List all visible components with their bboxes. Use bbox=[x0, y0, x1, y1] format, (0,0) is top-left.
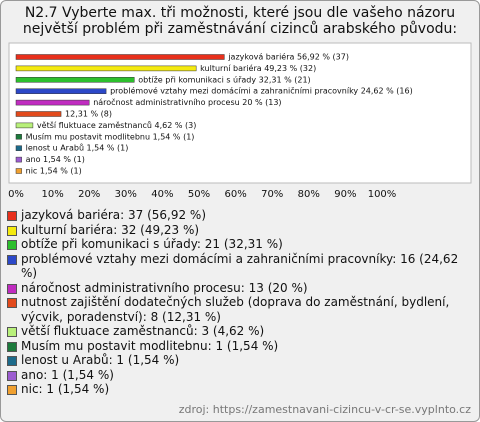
legend-item: jazyková bariéra: 37 (56,92 %) bbox=[7, 208, 473, 223]
legend-label: kulturní bariéra: 32 (49,23 %) bbox=[21, 222, 200, 237]
legend-item: obtíže při komunikaci s úřady: 21 (32,31… bbox=[7, 237, 473, 252]
x-tick-label: 30% bbox=[115, 189, 137, 200]
source: zdroj: https://zamestnavani-cizincu-v-cr… bbox=[178, 403, 471, 416]
bar-label: kulturní bariéra 49,23 % (32) bbox=[200, 63, 316, 73]
legend-swatch bbox=[7, 240, 17, 250]
legend-label: jazyková bariéra: 37 (56,92 %) bbox=[21, 208, 207, 222]
bar-label: problémové vztahy mezi domácími a zahran… bbox=[110, 86, 413, 96]
bar bbox=[15, 88, 107, 94]
bar bbox=[15, 77, 135, 83]
bar-label: ano 1,54 % (1) bbox=[26, 155, 85, 164]
legend-label: Musím mu postavit modlitebnu: 1 (1,54 %) bbox=[21, 338, 279, 353]
bar-label: 12,31 % (8) bbox=[65, 110, 112, 119]
legend-swatch bbox=[7, 341, 17, 352]
legend-label: náročnost administrativního procesu: 13 … bbox=[21, 280, 308, 295]
legend-swatch bbox=[7, 225, 17, 236]
legend-label: ano: 1 (1,54 %) bbox=[21, 367, 114, 382]
bar-label: jazyková bariéra 56,92 % (37) bbox=[227, 52, 349, 62]
bar bbox=[15, 111, 62, 117]
bar-label: nic 1,54 % (1) bbox=[26, 167, 82, 176]
legend-swatch bbox=[7, 283, 17, 294]
legend-label: nutnost zajištění dodatečných služeb (do… bbox=[21, 295, 450, 324]
legend-item: ano: 1 (1,54 %) bbox=[7, 368, 473, 383]
legend-swatch bbox=[7, 327, 17, 337]
x-tick-label: 40% bbox=[151, 189, 173, 200]
x-tick-label: 70% bbox=[261, 189, 283, 200]
legend-label: větší fluktuace zaměstnanců: 3 (4,62 %) bbox=[21, 324, 265, 338]
bar-label: větší fluktuace zaměstnanců 4,62 % (3) bbox=[37, 120, 196, 130]
legend-label: problémové vztahy mezi domácími a zahran… bbox=[21, 251, 459, 281]
bar bbox=[15, 145, 22, 151]
x-tick-label: 0% bbox=[8, 189, 24, 200]
x-tick-label: 50% bbox=[188, 189, 210, 200]
legend-item: Musím mu postavit modlitebnu: 1 (1,54 %) bbox=[7, 339, 473, 354]
legend-item: nutnost zajištění dodatečných služeb (do… bbox=[7, 295, 473, 324]
legend-item: kulturní bariéra: 32 (49,23 %) bbox=[7, 223, 473, 238]
bar bbox=[15, 65, 197, 72]
bar bbox=[15, 122, 34, 129]
bar bbox=[15, 156, 22, 163]
bar bbox=[15, 99, 90, 106]
x-tick-label: 80% bbox=[298, 189, 320, 200]
legend: jazyková bariéra: 37 (56,92 %) kulturní b… bbox=[7, 208, 473, 397]
bar-label: obtíže při komunikaci s úřady 32,31 % (2… bbox=[138, 75, 310, 84]
bar bbox=[15, 168, 22, 174]
x-tick-label: 100% bbox=[368, 189, 397, 200]
bar bbox=[15, 54, 225, 60]
legend-item: náročnost administrativního procesu: 13 … bbox=[7, 281, 473, 296]
x-tick-label: 10% bbox=[41, 189, 63, 200]
chart-title: N2.7 Vyberte max. tři možnosti, které js… bbox=[22, 5, 458, 37]
x-tick-label: 20% bbox=[78, 189, 100, 200]
bar bbox=[15, 134, 22, 140]
legend-item: lenost u Arabů: 1 (1,54 %) bbox=[7, 353, 473, 368]
bar-label: lenost u Arabů 1,54 % (1) bbox=[26, 143, 129, 153]
legend-item: větší fluktuace zaměstnanců: 3 (4,62 %) bbox=[7, 324, 473, 339]
legend-label: obtíže při komunikaci s úřady: 21 (32,31… bbox=[21, 237, 283, 251]
legend-swatch bbox=[7, 370, 17, 381]
bar-label: náročnost administrativního procesu 20 %… bbox=[93, 97, 281, 107]
legend-swatch bbox=[7, 211, 17, 221]
legend-label: nic: 1 (1,54 %) bbox=[21, 382, 110, 396]
x-tick-label: 90% bbox=[334, 189, 356, 200]
x-tick-label: 60% bbox=[224, 189, 246, 200]
legend-item: problémové vztahy mezi domácími a zahran… bbox=[7, 252, 473, 281]
legend-item: nic: 1 (1,54 %) bbox=[7, 382, 473, 397]
legend-swatch bbox=[7, 254, 17, 265]
chart: 0% 10% 20% 30% 40% 50% 60% 70% 80% 90% 100% jazykov… bbox=[8, 42, 472, 200]
bar-label: Musím mu postavit modlitebnu 1,54 % (1) bbox=[26, 132, 195, 141]
legend-label: lenost u Arabů: 1 (1,54 %) bbox=[21, 353, 180, 367]
legend-swatch bbox=[7, 356, 17, 366]
legend-swatch bbox=[7, 385, 17, 395]
legend-swatch bbox=[7, 298, 17, 308]
